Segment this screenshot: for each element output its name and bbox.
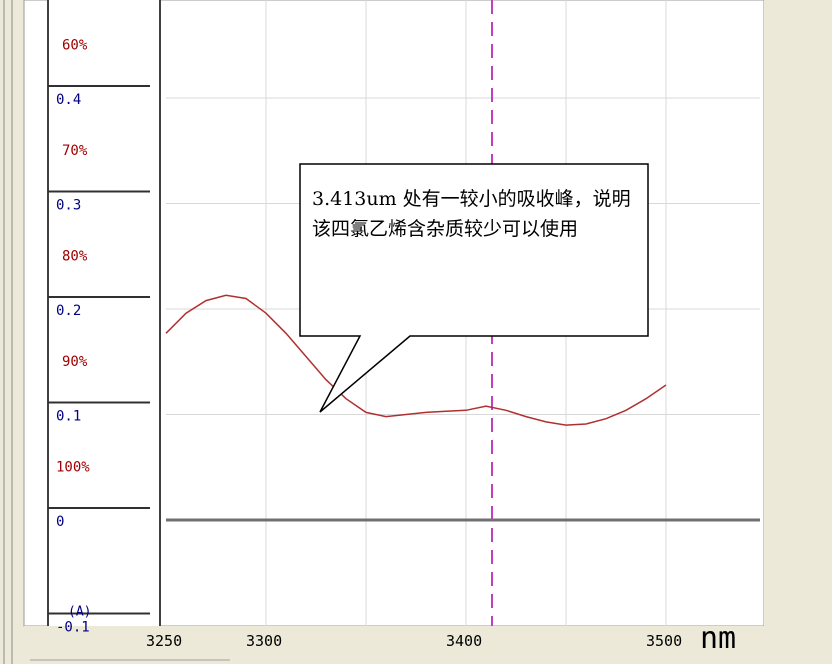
x-axis: 3250 3300 3400 3500 bbox=[146, 632, 682, 650]
y-axis-panel bbox=[48, 0, 160, 626]
absorbance-tick-label: 0.4 bbox=[56, 92, 81, 108]
absorbance-axis: 0.5 0.4 0.3 0.2 0.1 0 -0.1(A) bbox=[48, 0, 150, 636]
absorbance-tick-label: 0.5 bbox=[56, 0, 81, 3]
absorbance-tick-label: 0.1 bbox=[56, 409, 81, 425]
x-tick-label: 3400 bbox=[446, 632, 482, 650]
callout-text: 3.413um 处有一较小的吸收峰，说明该四氯乙烯含杂质较少可以使用 bbox=[312, 188, 631, 240]
transmittance-tick-label: 70% bbox=[62, 143, 88, 159]
x-axis-unit: nm bbox=[700, 621, 736, 656]
x-tick-label: 3500 bbox=[646, 632, 682, 650]
x-tick-label: 3250 bbox=[146, 632, 182, 650]
transmittance-tick-label: 100% bbox=[56, 459, 90, 475]
absorbance-unit-label: (A) bbox=[68, 605, 91, 620]
right-frame bbox=[764, 0, 832, 664]
transmittance-tick-label: 60% bbox=[62, 37, 88, 53]
spectrum-series-line bbox=[165, 294, 667, 426]
transmittance-tick-label: 80% bbox=[62, 248, 88, 264]
transmittance-axis: 60% 70% 80% 90% 100% bbox=[56, 37, 90, 475]
absorbance-tick-label: 0 bbox=[56, 514, 64, 530]
absorbance-tick-label: 0.3 bbox=[56, 198, 81, 214]
transmittance-tick-label: 90% bbox=[62, 354, 88, 370]
absorbance-tick-label: 0.2 bbox=[56, 303, 81, 319]
callout-bubble bbox=[299, 163, 649, 413]
bottom-frame bbox=[24, 626, 764, 664]
x-tick-label: 3300 bbox=[246, 632, 282, 650]
absorbance-tick-label: -0.1 bbox=[56, 620, 90, 636]
